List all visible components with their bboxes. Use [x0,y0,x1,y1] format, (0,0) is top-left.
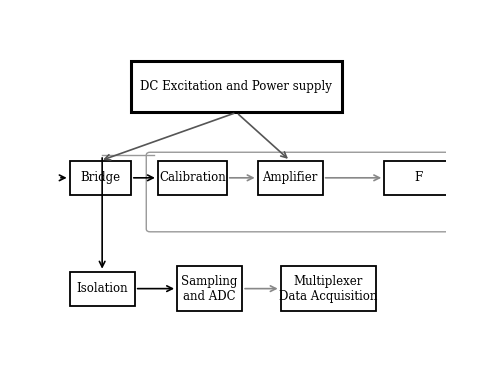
FancyBboxPatch shape [384,161,453,195]
FancyBboxPatch shape [177,266,242,311]
FancyBboxPatch shape [158,161,227,195]
Text: DC Excitation and Power supply: DC Excitation and Power supply [141,80,332,93]
FancyBboxPatch shape [257,161,323,195]
Text: F: F [414,171,423,184]
FancyBboxPatch shape [131,61,342,113]
FancyBboxPatch shape [281,266,376,311]
Text: Calibration: Calibration [159,171,226,184]
FancyBboxPatch shape [69,161,131,195]
Text: Sampling
and ADC: Sampling and ADC [181,275,238,303]
FancyBboxPatch shape [69,272,135,306]
Text: Multiplexer
Data Acquisition: Multiplexer Data Acquisition [279,275,378,303]
Text: Isolation: Isolation [76,282,128,295]
Text: Amplifier: Amplifier [262,171,318,184]
Text: Bridge: Bridge [80,171,120,184]
